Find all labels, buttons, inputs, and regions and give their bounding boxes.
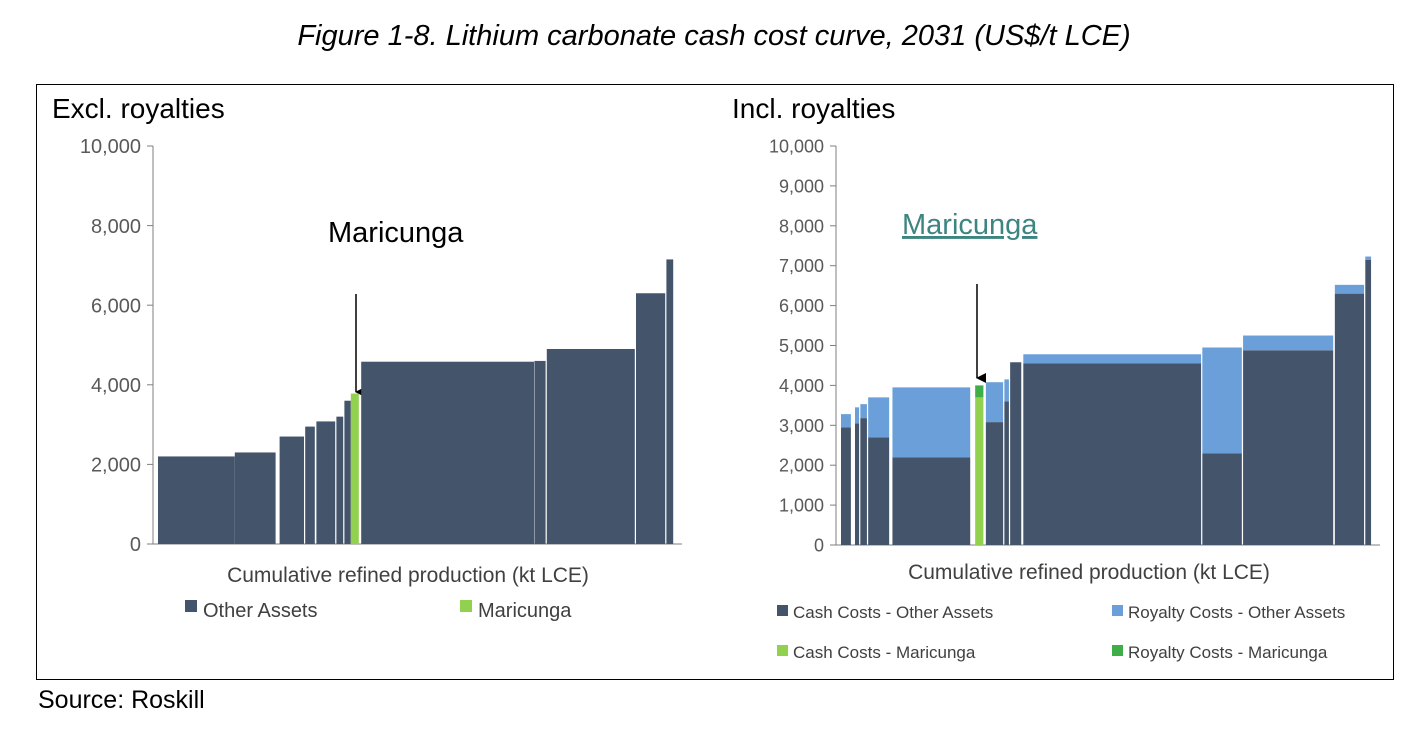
right-legend-swatch-cash-maricunga bbox=[777, 645, 788, 656]
right-maricunga-annotation: Maricunga bbox=[902, 209, 1038, 241]
left-bar-cash bbox=[279, 436, 304, 544]
right-y-tick-label: 8,000 bbox=[779, 216, 824, 236]
right-y-tick-label: 0 bbox=[814, 535, 824, 555]
right-legend-cash-other: Cash Costs - Other Assets bbox=[793, 603, 993, 622]
left-bar-cash bbox=[234, 452, 276, 544]
right-bar-cash bbox=[1004, 401, 1009, 545]
left-bar-cash bbox=[344, 400, 351, 544]
right-bar-royalty bbox=[1023, 354, 1202, 364]
right-legend-cash-maricunga: Cash Costs - Maricunga bbox=[793, 643, 976, 662]
right-legend-swatch-royalty-maricunga bbox=[1112, 645, 1123, 656]
right-legend-swatch-royalty-other bbox=[1112, 605, 1123, 616]
left-bar-cash bbox=[666, 259, 674, 544]
right-legend-swatch-cash-other bbox=[777, 605, 788, 616]
left-bar-cash bbox=[546, 348, 635, 544]
left-bar-cash bbox=[636, 293, 666, 544]
right-bar-maricunga-cash bbox=[975, 397, 984, 545]
right-bar-cash bbox=[985, 422, 1004, 545]
left-legend-maricunga: Maricunga bbox=[478, 600, 572, 622]
left-y-tick-label: 0 bbox=[130, 534, 141, 556]
right-bar-cash bbox=[1202, 453, 1242, 545]
right-bar-royalty bbox=[1365, 256, 1372, 260]
right-bar-royalty bbox=[860, 404, 867, 419]
left-bar-cash bbox=[305, 426, 315, 544]
right-bar-cash bbox=[1023, 363, 1202, 545]
right-bar-royalty bbox=[1243, 335, 1334, 351]
source-note: Source: Roskill bbox=[38, 686, 205, 714]
right-bar-cash bbox=[841, 427, 851, 545]
left-bar-cash bbox=[158, 456, 235, 544]
left-y-tick-label: 6,000 bbox=[91, 295, 141, 317]
right-y-tick-label: 4,000 bbox=[779, 376, 824, 396]
right-y-tick-label: 1,000 bbox=[779, 496, 824, 516]
right-y-tick-label: 7,000 bbox=[779, 256, 824, 276]
right-y-tick-label: 6,000 bbox=[779, 296, 824, 316]
left-x-axis-label: Cumulative refined production (kt LCE) bbox=[227, 564, 589, 587]
right-bar-cash bbox=[1365, 259, 1372, 545]
left-y-tick-label: 4,000 bbox=[91, 375, 141, 397]
left-y-tick-label: 10,000 bbox=[80, 136, 141, 158]
left-legend-swatch-maricunga bbox=[460, 600, 472, 612]
left-y-tick-label: 8,000 bbox=[91, 216, 141, 238]
figure-title: Figure 1-8. Lithium carbonate cash cost … bbox=[297, 20, 1131, 52]
right-bar-cash bbox=[1243, 350, 1334, 545]
chart-frame bbox=[36, 84, 1394, 680]
right-bar-cash bbox=[854, 423, 860, 545]
left-plot-area: 0 2,000 4,000 6,000 8,000 10,000 bbox=[80, 136, 682, 556]
right-x-axis-label: Cumulative refined production (kt LCE) bbox=[908, 561, 1270, 584]
right-bar-royalty bbox=[854, 407, 860, 424]
right-bar-cash bbox=[868, 437, 890, 545]
right-y-tick-label: 3,000 bbox=[779, 416, 824, 436]
right-legend-royalty-other: Royalty Costs - Other Assets bbox=[1128, 603, 1345, 622]
right-bar-cash bbox=[892, 457, 971, 545]
left-panel-title: Excl. royalties bbox=[52, 93, 225, 124]
left-y-tick-label: 2,000 bbox=[91, 455, 141, 477]
right-bar-royalty bbox=[841, 414, 851, 428]
right-bar-maricunga-royalty bbox=[975, 385, 984, 398]
left-bar-cash bbox=[336, 416, 344, 544]
right-bar-royalty bbox=[868, 397, 890, 438]
right-bar-cash bbox=[860, 418, 867, 545]
left-bar-cash bbox=[534, 360, 546, 544]
left-maricunga-annotation: Maricunga bbox=[328, 217, 464, 249]
right-bar-royalty bbox=[1004, 379, 1009, 402]
left-bar-cash bbox=[316, 421, 336, 544]
left-bar-cash bbox=[361, 361, 534, 544]
left-legend-swatch-other bbox=[185, 600, 197, 612]
right-bar-cash bbox=[1010, 362, 1022, 545]
right-legend-royalty-maricunga: Royalty Costs - Maricunga bbox=[1128, 643, 1328, 662]
right-y-tick-label: 10,000 bbox=[769, 136, 824, 156]
left-bar-maricunga-cash bbox=[350, 393, 359, 544]
right-bar-royalty bbox=[1202, 347, 1242, 454]
right-bar-royalty bbox=[985, 382, 1004, 423]
right-bar-royalty bbox=[892, 387, 971, 458]
right-panel-title: Incl. royalties bbox=[732, 93, 895, 124]
right-plot-area: 0 1,000 2,000 3,000 4,000 5,000 6,000 7,000 8,00… bbox=[769, 136, 1380, 555]
left-legend-other: Other Assets bbox=[203, 600, 318, 622]
right-bar-cash bbox=[1334, 293, 1365, 545]
right-y-tick-label: 9,000 bbox=[779, 176, 824, 196]
right-bar-royalty bbox=[1334, 284, 1365, 294]
right-y-tick-label: 2,000 bbox=[779, 456, 824, 476]
right-y-tick-label: 5,000 bbox=[779, 336, 824, 356]
